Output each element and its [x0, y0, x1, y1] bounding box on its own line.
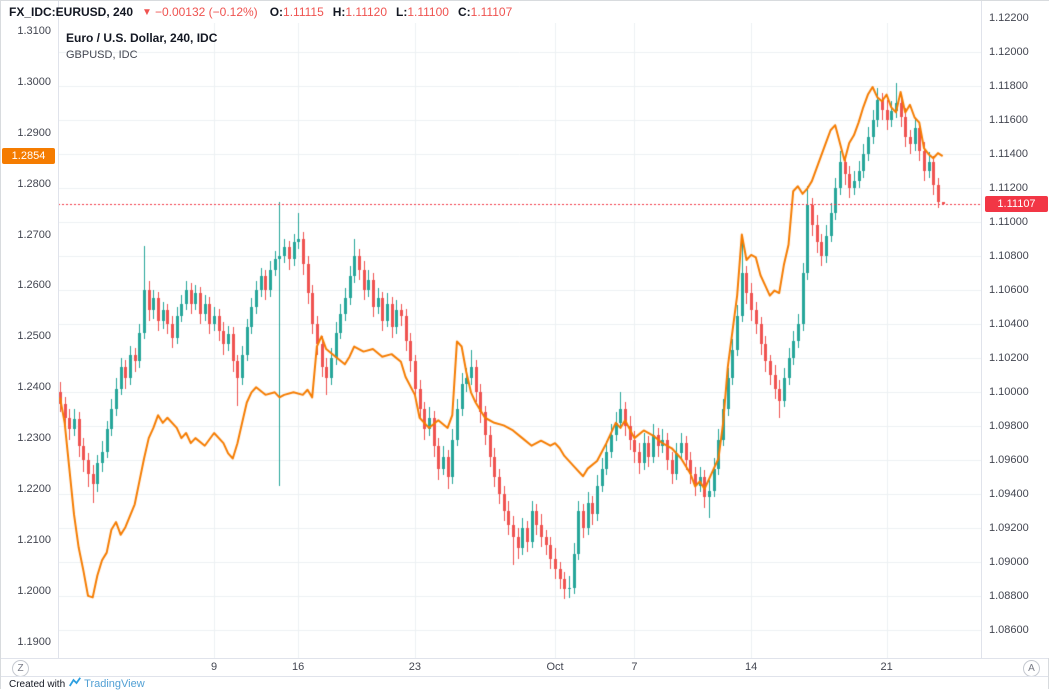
right-axis-tick: 1.11800: [989, 79, 1028, 92]
time-axis-label: 7: [631, 661, 638, 673]
time-scale[interactable]: Z 9 16 23 Oct 7 14 21 A: [1, 658, 1048, 677]
ohlc-high: H:1.11120: [332, 5, 388, 19]
left-axis-tick: 1.2500: [17, 330, 51, 343]
attribution-footer: Created with TradingView: [1, 676, 1048, 691]
price-change: −0.00132 (−0.12%): [154, 5, 258, 19]
left-axis-tick: 1.2200: [17, 482, 51, 495]
right-axis-tick: 1.08800: [989, 590, 1029, 603]
ohlc-close: C:1.11107: [457, 5, 513, 19]
legend-main-series[interactable]: Euro / U.S. Dollar, 240, IDC: [66, 31, 218, 45]
tradingview-logo-icon: [69, 676, 82, 692]
right-axis-tick: 1.09400: [989, 488, 1029, 501]
right-axis-tick: 1.10400: [989, 318, 1029, 330]
gbpusd-last-price-badge: 1.2854: [2, 148, 55, 165]
timezone-button[interactable]: Z: [12, 660, 29, 677]
right-axis-tick: 1.11200: [989, 181, 1028, 194]
right-axis-tick: 1.09000: [989, 556, 1029, 569]
time-axis-label: 21: [880, 661, 893, 673]
tradingview-link[interactable]: TradingView: [69, 676, 145, 692]
left-axis-tick: 1.2700: [17, 228, 51, 241]
right-price-scale[interactable]: 1.11107 1.12200 1.12000 1.11800 1.11600 1.11…: [981, 1, 1049, 658]
time-axis-label: 23: [408, 661, 422, 673]
left-axis-tick: 1.2100: [17, 533, 51, 546]
chart-legend: Euro / U.S. Dollar, 240, IDC GBPUSD, IDC: [66, 31, 217, 61]
right-axis-tick: 1.11400: [989, 147, 1028, 160]
right-axis-tick: 1.10200: [989, 352, 1029, 365]
left-axis-tick: 1.1900: [17, 635, 51, 648]
left-axis-tick: 1.3000: [17, 75, 51, 88]
time-axis-label: 14: [745, 661, 758, 673]
left-axis-tick: 1.2900: [17, 126, 51, 139]
symbol-title: FX_IDC:EURUSD, 240: [9, 5, 134, 19]
right-axis-tick: 1.10800: [989, 249, 1029, 262]
price-chart-canvas[interactable]: [58, 23, 981, 658]
left-axis-tick: 1.2000: [17, 584, 51, 597]
left-axis-tick: 1.2300: [17, 432, 51, 445]
left-axis-tick: 1.2800: [17, 177, 51, 190]
right-axis-tick: 1.11000: [989, 215, 1028, 228]
right-axis-tick: 1.12000: [989, 45, 1029, 58]
auto-scale-button[interactable]: A: [1023, 660, 1040, 677]
time-axis-label: 9: [211, 661, 218, 673]
right-axis-tick: 1.12200: [989, 11, 1029, 24]
symbol-header: FX_IDC:EURUSD, 240 ▼ −0.00132 (−0.12%) O…: [1, 1, 521, 23]
created-with-text: Created with: [9, 678, 66, 690]
left-price-scale[interactable]: 1.2854 1.3100 1.3000 1.2900 1.2800 1.2700 1.2…: [1, 1, 59, 658]
left-axis-tick: 1.3100: [17, 24, 51, 37]
right-axis-tick: 1.09600: [989, 454, 1029, 467]
time-axis-label: Oct: [546, 661, 564, 673]
right-axis-tick: 1.09800: [989, 420, 1029, 433]
right-axis-tick: 1.09200: [989, 522, 1029, 535]
legend-compare-series[interactable]: GBPUSD, IDC: [66, 49, 138, 61]
ohlc-low: L:1.11100: [396, 5, 449, 19]
time-axis-label: 16: [292, 661, 305, 673]
down-arrow-icon: ▼: [142, 6, 152, 18]
time-scale-labels: 9 16 23 Oct 7 14 21: [58, 659, 981, 677]
eurusd-last-price-badge: 1.11107: [985, 195, 1048, 212]
left-axis-tick: 1.2400: [17, 381, 51, 394]
left-axis-tick: 1.2600: [17, 279, 51, 292]
tradingview-brand-text: TradingView: [84, 678, 145, 690]
right-axis-tick: 1.08600: [989, 624, 1029, 637]
right-axis-tick: 1.10600: [989, 283, 1029, 296]
ohlc-open: O:1.11115: [269, 5, 324, 19]
right-axis-tick: 1.10000: [989, 386, 1029, 399]
right-axis-tick: 1.11600: [989, 113, 1028, 126]
